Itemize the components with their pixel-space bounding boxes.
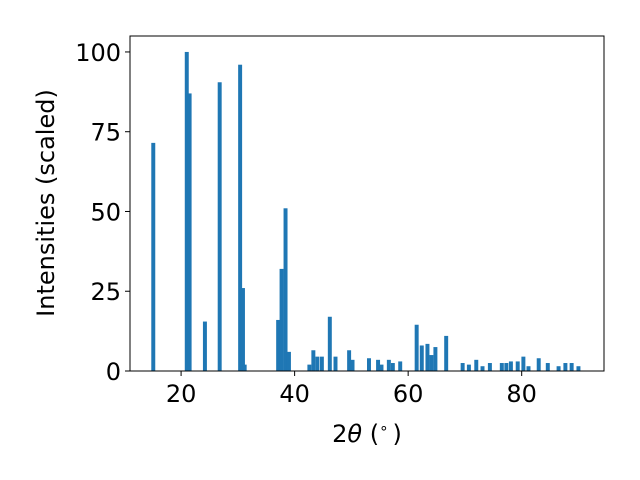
bar	[307, 364, 312, 371]
x-tick-label: 60	[393, 380, 424, 408]
bar	[433, 347, 438, 371]
bar	[425, 343, 430, 371]
y-tick-label: 25	[90, 278, 121, 306]
x-tick-label: 20	[166, 380, 197, 408]
plot-frame	[129, 35, 605, 372]
bar	[286, 351, 291, 371]
bar	[347, 350, 352, 371]
x-tick-label: 40	[279, 380, 310, 408]
bar	[283, 208, 288, 371]
bar	[240, 288, 245, 371]
bar	[460, 363, 465, 371]
bar	[376, 359, 381, 371]
y-axis-label: Intensities (scaled)	[32, 89, 60, 317]
y-tick-label: 100	[75, 39, 121, 67]
bars-group	[151, 51, 581, 372]
bar	[515, 361, 520, 371]
x-axis-label-end: )	[392, 420, 401, 448]
x-axis-label-suffix: (	[362, 420, 379, 448]
bar	[419, 345, 424, 371]
bar	[367, 358, 371, 371]
bar	[202, 321, 207, 371]
y-tick-label: 75	[90, 119, 121, 147]
x-axis-label: 2θ (∘)	[332, 419, 402, 448]
bar	[487, 363, 492, 371]
bar	[319, 356, 324, 371]
bar	[333, 356, 338, 371]
bar	[556, 366, 561, 371]
bar	[386, 359, 391, 371]
bar	[576, 366, 581, 371]
bar	[474, 359, 479, 371]
bar	[504, 363, 509, 371]
bar	[545, 363, 550, 371]
bar	[379, 364, 384, 371]
bar	[151, 142, 156, 371]
x-axis-label-degree: ∘	[379, 419, 388, 437]
y-axis-ticks: 0 25 50 75 100	[75, 39, 130, 386]
bar	[508, 361, 513, 371]
bar	[466, 364, 471, 371]
x-axis-label-prefix: 2	[332, 420, 347, 448]
y-tick-label: 50	[90, 198, 121, 226]
bar	[444, 335, 449, 371]
bar	[536, 358, 541, 371]
bar	[569, 363, 574, 371]
bar	[480, 366, 485, 371]
bar	[187, 93, 192, 372]
x-axis-ticks: 20 40 60 80	[166, 371, 537, 408]
bar	[499, 363, 504, 371]
x-axis-label-symbol: θ	[347, 420, 362, 448]
bar	[217, 82, 222, 371]
bar	[184, 51, 189, 371]
bar	[238, 64, 243, 372]
bar	[327, 316, 332, 371]
bar	[279, 268, 284, 371]
bar	[315, 356, 320, 371]
x-tick-label: 80	[506, 380, 537, 408]
bar	[398, 361, 403, 371]
bar	[242, 364, 247, 371]
bar	[563, 363, 568, 371]
bar	[521, 356, 526, 371]
bar	[390, 363, 395, 371]
bar	[429, 355, 434, 371]
bar	[350, 359, 355, 371]
bar	[311, 350, 316, 371]
y-tick-label: 0	[106, 358, 121, 386]
bar	[276, 319, 281, 371]
bar	[414, 324, 419, 371]
bar	[526, 366, 531, 371]
